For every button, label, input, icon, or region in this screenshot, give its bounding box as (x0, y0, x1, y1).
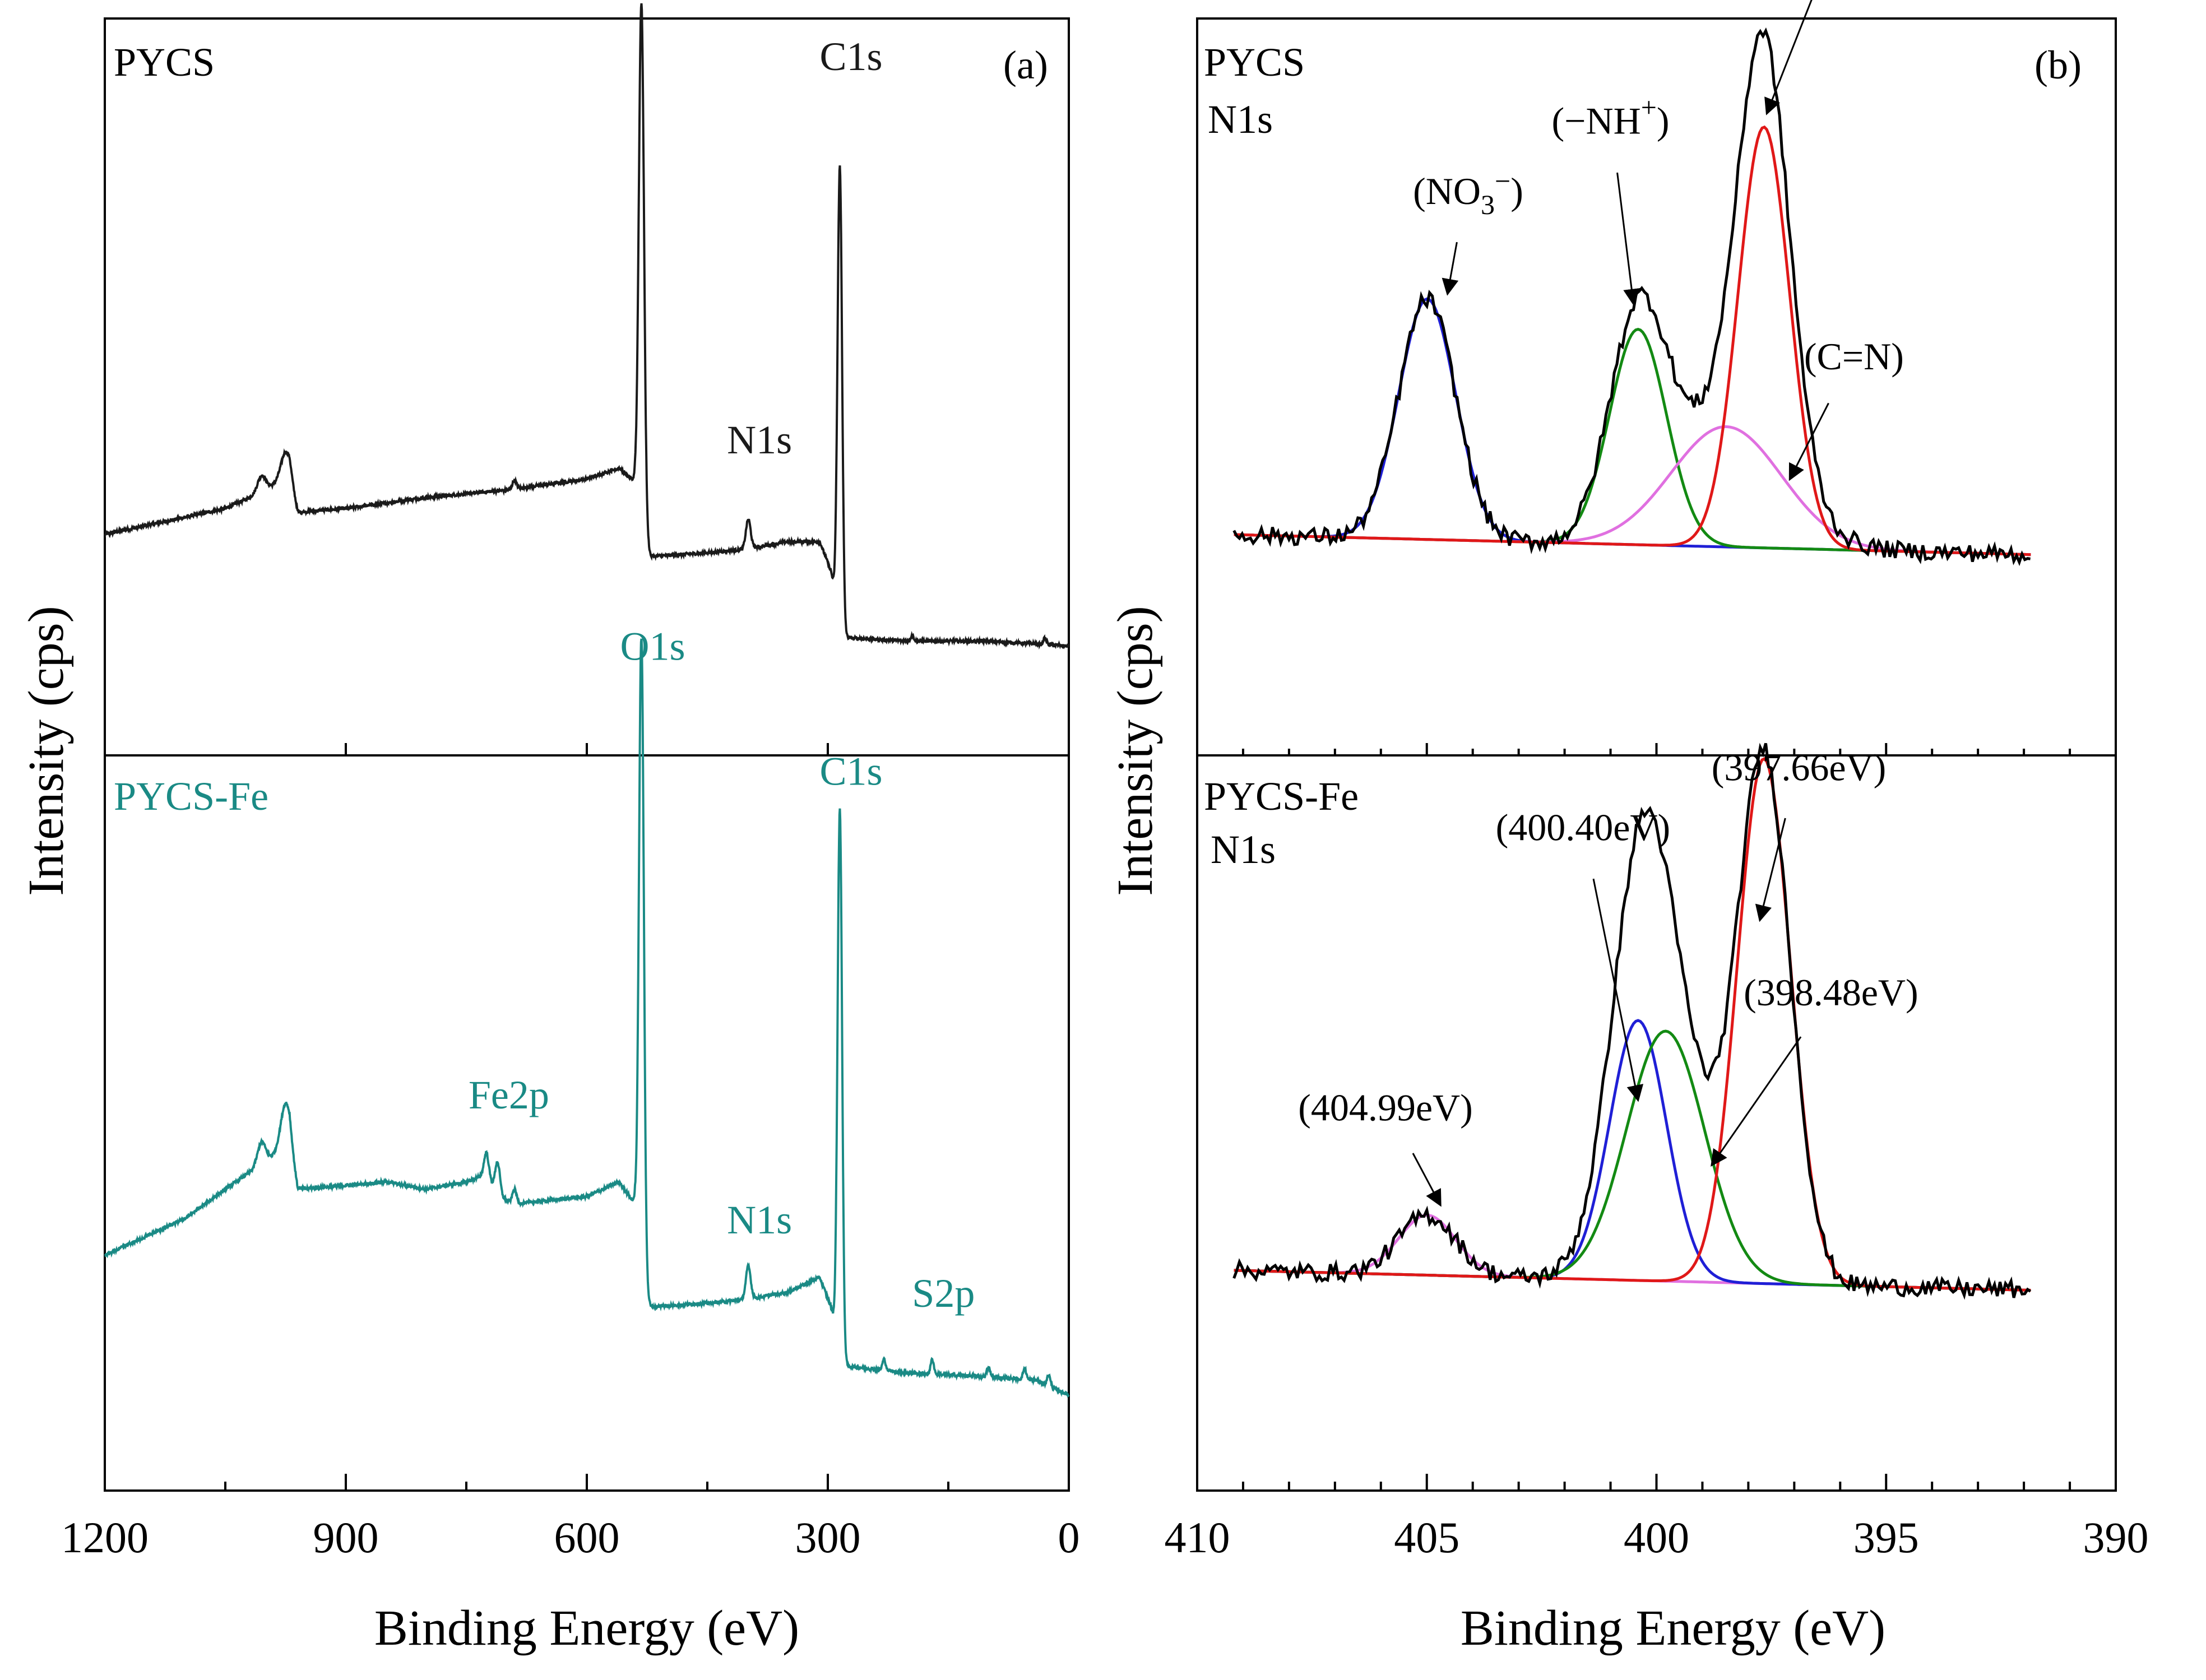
pycs-fe-n1s-raw-spectrum (1232, 742, 2032, 1300)
panel-b-label: (b) (2034, 43, 2082, 87)
pycs-fe-n1s-annotation-arrow (1711, 1036, 1802, 1167)
pycs-fe-survey-peak-label: O1s (620, 624, 685, 669)
panel-b-tick-label: 405 (1394, 1513, 1459, 1562)
panel-b-tick-label: 410 (1165, 1513, 1230, 1562)
panel-b-y-label: Intensity (cps) (1107, 606, 1163, 895)
panel-b-bottom-name: PYCS-Fe (1204, 774, 1359, 819)
pycs-n1s-annotation-arrow (1616, 172, 1640, 306)
panel-a-tick-label: 600 (554, 1513, 620, 1562)
pycs-fe-survey-spectrum (104, 638, 1070, 1398)
pycs-n1s-annotation: (NO3−) (1413, 165, 1523, 220)
pycs-n1s-annotation-arrow (1442, 242, 1459, 296)
pycs-n1s-annotation: (−NH+) (1552, 92, 1670, 142)
panel-b-tick-label: 390 (2083, 1513, 2149, 1562)
panel-a-top-plot: O1sN1sC1s (104, 3, 1070, 650)
pycs-n1s-component-red (1234, 125, 2031, 556)
panel-b-tick-label: 400 (1624, 1513, 1689, 1562)
panel-b-bottom-plot: (404.99eV) (400.40eV) (398.48eV) (397.66eV) (1232, 742, 2032, 1300)
panel-a-label: (a) (1003, 43, 1048, 87)
panel-a-x-ticks: 1200 900 600 300 0 (61, 743, 1080, 1562)
pycs-fe-n1s-annotation: (397.66eV) (1712, 746, 1887, 789)
pycs-n1s-annotation-arrow (1764, 0, 1813, 115)
panel-b-tick-label: 395 (1853, 1513, 1919, 1562)
pycs-n1s-component-green (1234, 327, 2031, 556)
pycs-survey-peak-label: N1s (727, 417, 792, 462)
panel-b-top-sublabel: N1s (1208, 97, 1273, 142)
pycs-fe-n1s-annotation-arrow (1592, 878, 1644, 1102)
panel-b-top-name: PYCS (1204, 40, 1305, 85)
panel-a-tick-label: 900 (313, 1513, 379, 1562)
panel-b-x-label: Binding Energy (eV) (1461, 1600, 1885, 1656)
panel-a-bottom-name: PYCS-Fe (114, 774, 268, 819)
panel-a-tick-label: 300 (795, 1513, 861, 1562)
pycs-n1s-annotation-arrow (1788, 402, 1829, 481)
pycs-fe-n1s-annotation: (400.40eV) (1496, 806, 1671, 849)
pycs-fe-survey-peak-label: N1s (727, 1198, 792, 1242)
pycs-fe-n1s-annotation: (398.48eV) (1744, 971, 1918, 1014)
pycs-survey-spectrum (104, 3, 1070, 650)
panel-a-tick-label: 1200 (61, 1513, 149, 1562)
panel-b-top-plot: (NO3−)(−NH+)(C=N)(−NH,C−N) (1232, 0, 2031, 567)
panel-a-tick-label: 0 (1058, 1513, 1080, 1562)
panel-b-bottom-sublabel: N1s (1211, 827, 1276, 872)
pycs-n1s-component-violet (1234, 425, 2031, 556)
panel-a: (a) PYCS PYCS-Fe 1200 900 600 300 0 O1s N1s C1… (61, 3, 1080, 1656)
panel-a-bottom-plot: O1s Fe2p N1s C1s S2p (104, 624, 1070, 1398)
pycs-fe-survey-peak-label: Fe2p (469, 1073, 549, 1117)
panel-b: (b) PYCS N1s PYCS-Fe N1s 410 405 400 395 390… (1165, 0, 2149, 1656)
pycs-survey-peak-label: C1s (819, 34, 882, 79)
pycs-fe-n1s-component-green (1234, 1019, 2031, 1292)
panel-a-x-label: Binding Energy (eV) (374, 1600, 799, 1656)
pycs-fe-survey-peak-label: S2p (912, 1271, 975, 1316)
pycs-fe-n1s-annotation-arrow (1755, 818, 1786, 922)
panel-a-top-name: PYCS (114, 40, 215, 85)
pycs-fe-n1s-annotation-arrow (1412, 1153, 1442, 1207)
panel-b-x-ticks: 410 405 400 395 390 (1165, 743, 2149, 1562)
pycs-fe-survey-peak-label: C1s (819, 749, 882, 793)
panel-a-y-label: Intensity (cps) (18, 606, 74, 895)
pycs-n1s-annotation: (C=N) (1804, 335, 1904, 378)
pycs-fe-n1s-annotation: (404.99eV) (1298, 1086, 1473, 1129)
pycs-n1s-raw-spectrum (1232, 27, 2031, 567)
